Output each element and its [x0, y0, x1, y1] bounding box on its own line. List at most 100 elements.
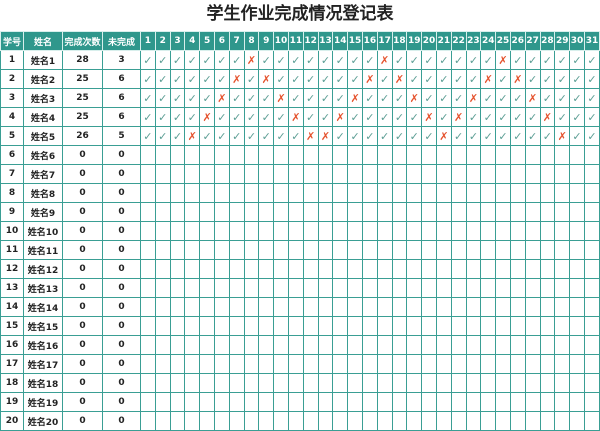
- cell-day: [169, 259, 186, 279]
- cell-day: [495, 202, 511, 222]
- cell-day: [583, 164, 600, 184]
- table-row: 11 姓名11 0 0: [0, 240, 600, 260]
- cell-day: [273, 183, 289, 203]
- cell-day: [435, 164, 452, 184]
- cell-day: [199, 297, 215, 317]
- cell-day: [258, 164, 275, 184]
- cell-day: [258, 354, 275, 374]
- cell-day: [258, 411, 275, 431]
- cell-day: [554, 392, 571, 412]
- cell-day: [554, 183, 571, 203]
- cell-day: [228, 411, 245, 431]
- cell-day: [509, 278, 526, 298]
- check-icon: ✓: [243, 88, 260, 108]
- check-icon: ✓: [228, 50, 245, 70]
- cell-day: [509, 202, 526, 222]
- cell-done: 0: [62, 164, 103, 184]
- check-icon: ✓: [361, 126, 378, 146]
- cell-day: [539, 259, 556, 279]
- cell-day: [154, 411, 171, 431]
- cell-day: [199, 259, 215, 279]
- cell-day: [509, 221, 526, 241]
- cell-day: [524, 316, 541, 336]
- cell-day: [140, 411, 156, 431]
- cell-day: [154, 164, 171, 184]
- cell-day: [554, 202, 571, 222]
- cell-day: [199, 240, 215, 260]
- cell-name: 姓名11: [23, 240, 63, 260]
- check-icon: ✓: [435, 69, 452, 89]
- cell-day: [569, 373, 585, 393]
- cell-id: 4: [0, 107, 24, 127]
- cell-day: [495, 240, 511, 260]
- check-icon: ✓: [317, 50, 334, 70]
- cell-day: [421, 240, 437, 260]
- cross-icon: ✗: [524, 88, 541, 108]
- check-icon: ✓: [480, 126, 497, 146]
- check-icon: ✓: [361, 107, 378, 127]
- cell-day: [421, 259, 437, 279]
- cell-day: [435, 335, 452, 355]
- cell-missed: 0: [102, 316, 141, 336]
- cross-icon: ✗: [391, 69, 408, 89]
- cell-day: [391, 354, 408, 374]
- cell-day: [465, 202, 482, 222]
- check-icon: ✓: [287, 69, 304, 89]
- cell-day: [228, 202, 245, 222]
- cell-day: [199, 335, 215, 355]
- check-icon: ✓: [361, 50, 378, 70]
- cell-done: 0: [62, 316, 103, 336]
- cell-day: [406, 145, 423, 165]
- cell-name: 姓名1: [23, 50, 63, 70]
- cross-icon: ✗: [243, 50, 260, 70]
- cell-done: 0: [62, 392, 103, 412]
- header-day: 21: [435, 31, 452, 51]
- cell-day: [421, 202, 437, 222]
- cell-day: [465, 240, 482, 260]
- cell-day: [495, 392, 511, 412]
- cell-day: [435, 354, 452, 374]
- table-row: 14 姓名14 0 0: [0, 297, 600, 317]
- check-icon: ✓: [569, 126, 585, 146]
- cell-day: [228, 316, 245, 336]
- cell-missed: 0: [102, 373, 141, 393]
- cell-day: [539, 392, 556, 412]
- cell-day: [332, 297, 349, 317]
- cell-day: [495, 335, 511, 355]
- cell-day: [524, 259, 541, 279]
- cell-day: [169, 145, 186, 165]
- cell-day: [391, 373, 408, 393]
- cell-day: [376, 221, 393, 241]
- check-icon: ✓: [509, 107, 526, 127]
- cell-day: [332, 240, 349, 260]
- cell-day: [287, 373, 304, 393]
- check-icon: ✓: [376, 69, 393, 89]
- header-day: 10: [273, 31, 289, 51]
- cell-day: [169, 411, 186, 431]
- cell-day: [169, 373, 186, 393]
- cell-done: 28: [62, 50, 103, 70]
- cell-day: [450, 259, 467, 279]
- cell-name: 姓名13: [23, 278, 63, 298]
- cell-day: [332, 316, 349, 336]
- header-day: 8: [243, 31, 260, 51]
- cell-day: [140, 354, 156, 374]
- check-icon: ✓: [213, 126, 230, 146]
- cell-day: [184, 240, 201, 260]
- cell-day: [509, 335, 526, 355]
- check-icon: ✓: [539, 88, 556, 108]
- check-icon: ✓: [258, 107, 275, 127]
- cell-day: [376, 278, 393, 298]
- cell-day: [554, 221, 571, 241]
- cell-done: 0: [62, 335, 103, 355]
- cell-day: [273, 335, 289, 355]
- cell-day: [391, 278, 408, 298]
- cell-day: [243, 354, 260, 374]
- cell-day: [302, 183, 319, 203]
- cell-id: 20: [0, 411, 24, 431]
- check-icon: ✓: [199, 126, 215, 146]
- cell-day: [169, 297, 186, 317]
- cell-day: [421, 278, 437, 298]
- cell-day: [421, 221, 437, 241]
- cell-day: [509, 373, 526, 393]
